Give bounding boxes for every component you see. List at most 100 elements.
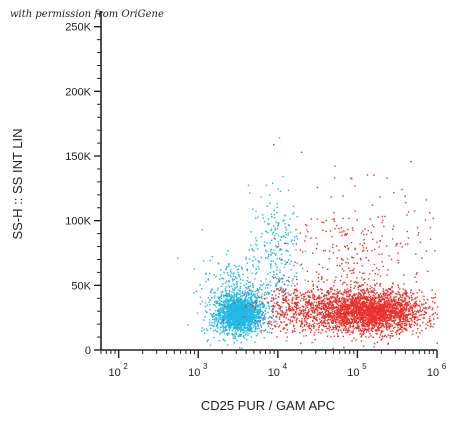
data-point bbox=[254, 325, 256, 327]
data-point bbox=[345, 326, 347, 328]
data-point bbox=[404, 299, 406, 302]
data-point bbox=[324, 303, 326, 305]
data-point bbox=[235, 301, 238, 303]
data-point bbox=[436, 313, 438, 316]
data-point bbox=[355, 309, 357, 312]
data-point bbox=[273, 252, 275, 254]
data-point bbox=[215, 316, 217, 319]
data-point bbox=[374, 317, 376, 319]
data-point bbox=[366, 305, 368, 308]
data-point bbox=[407, 314, 409, 317]
data-point bbox=[258, 306, 260, 308]
data-point bbox=[271, 216, 273, 218]
data-point bbox=[397, 314, 399, 316]
data-point bbox=[249, 327, 251, 329]
data-point bbox=[349, 320, 351, 323]
data-point bbox=[241, 292, 243, 295]
data-point bbox=[238, 304, 241, 306]
data-point bbox=[389, 326, 391, 328]
data-point bbox=[389, 297, 391, 299]
data-point bbox=[354, 294, 356, 296]
data-point bbox=[255, 268, 257, 270]
data-point bbox=[286, 309, 288, 311]
data-point bbox=[402, 306, 404, 308]
data-point bbox=[279, 190, 282, 193]
data-point bbox=[315, 298, 317, 301]
data-point bbox=[246, 313, 249, 315]
data-point bbox=[423, 303, 425, 305]
data-point bbox=[225, 280, 228, 282]
data-point bbox=[277, 225, 279, 227]
data-point bbox=[210, 291, 212, 294]
data-point bbox=[230, 296, 233, 298]
data-point bbox=[419, 306, 421, 308]
data-point bbox=[423, 307, 426, 309]
data-point bbox=[400, 313, 402, 315]
data-point bbox=[324, 308, 326, 310]
data-point bbox=[372, 291, 374, 293]
data-point bbox=[342, 335, 345, 338]
data-point bbox=[365, 301, 368, 303]
data-point bbox=[241, 308, 244, 311]
data-point bbox=[207, 296, 210, 299]
data-point bbox=[336, 319, 338, 321]
data-point bbox=[219, 278, 221, 280]
data-point bbox=[341, 317, 344, 320]
data-point bbox=[429, 305, 431, 308]
data-point bbox=[272, 310, 274, 313]
data-point bbox=[238, 276, 241, 278]
data-point bbox=[233, 297, 235, 300]
data-point bbox=[323, 302, 325, 304]
data-point bbox=[413, 324, 415, 326]
data-point bbox=[293, 275, 296, 278]
data-point bbox=[304, 292, 307, 294]
data-point bbox=[248, 292, 250, 295]
data-point bbox=[254, 278, 256, 280]
data-point bbox=[242, 336, 244, 338]
data-point bbox=[227, 317, 229, 319]
data-point bbox=[388, 302, 390, 305]
data-point bbox=[372, 311, 375, 313]
data-point bbox=[234, 337, 236, 339]
data-point bbox=[216, 331, 218, 333]
data-point bbox=[209, 309, 211, 311]
data-point bbox=[223, 296, 225, 298]
data-point bbox=[394, 314, 396, 316]
data-point bbox=[338, 298, 340, 300]
data-point bbox=[383, 295, 385, 297]
data-point bbox=[382, 313, 384, 315]
data-point bbox=[343, 299, 346, 301]
data-point bbox=[235, 303, 237, 306]
data-point bbox=[345, 302, 347, 304]
data-point bbox=[225, 317, 228, 320]
data-point bbox=[257, 315, 260, 318]
data-point bbox=[293, 317, 296, 319]
data-point bbox=[366, 315, 369, 317]
data-point bbox=[230, 304, 233, 306]
data-point bbox=[250, 231, 252, 233]
data-point bbox=[329, 301, 331, 303]
data-point bbox=[284, 260, 286, 262]
data-point bbox=[260, 302, 262, 305]
data-point bbox=[331, 307, 333, 310]
data-point bbox=[244, 332, 246, 334]
data-point bbox=[363, 317, 365, 319]
data-point bbox=[358, 284, 360, 287]
data-point bbox=[397, 299, 400, 301]
data-point bbox=[410, 305, 412, 307]
data-point bbox=[328, 315, 330, 317]
data-point bbox=[376, 332, 378, 335]
data-point bbox=[379, 314, 382, 317]
data-point bbox=[351, 310, 354, 312]
data-point bbox=[429, 321, 431, 323]
data-point bbox=[396, 324, 398, 326]
data-point bbox=[362, 306, 364, 309]
data-point bbox=[222, 318, 224, 320]
data-point bbox=[404, 320, 406, 322]
data-point bbox=[235, 315, 237, 317]
data-point bbox=[336, 310, 338, 313]
data-point bbox=[214, 304, 216, 306]
data-point bbox=[362, 318, 364, 320]
data-point bbox=[263, 244, 266, 246]
data-point bbox=[245, 319, 247, 321]
